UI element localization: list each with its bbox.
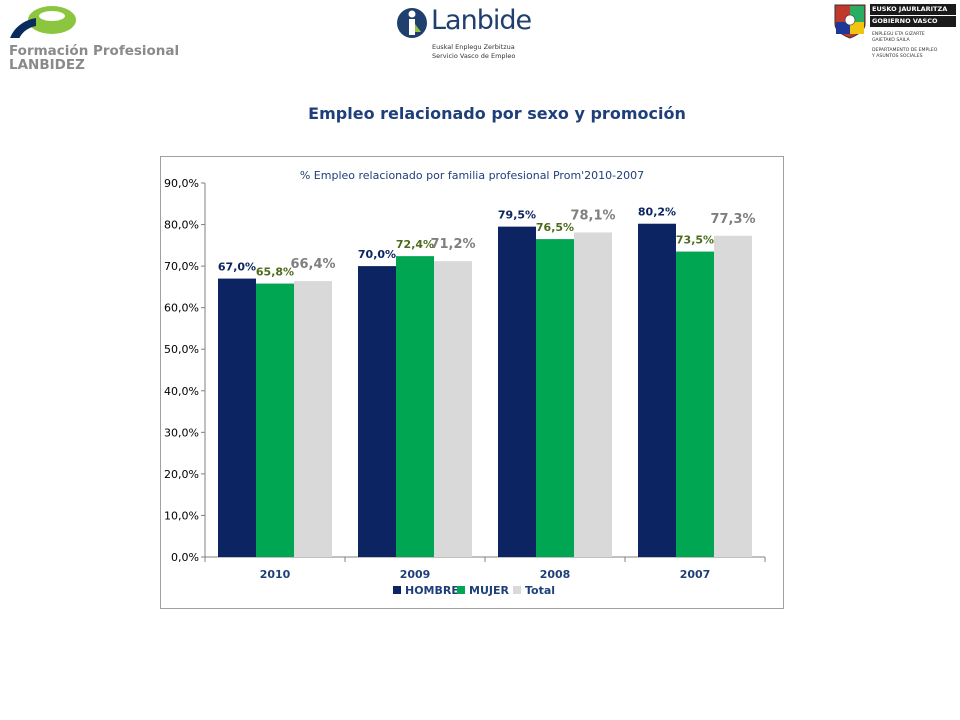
data-label: 80,2% [638, 206, 676, 219]
legend-swatch [457, 586, 465, 594]
x-category-label: 2008 [540, 568, 571, 581]
legend-label: Total [525, 584, 555, 597]
x-category-label: 2009 [400, 568, 431, 581]
gv-dept-line3: DEPARTAMENTO DE EMPLEO [872, 48, 938, 53]
data-label: 72,4% [396, 238, 434, 251]
gobierno-vasco-logo: EUSKO JAURLARITZA GOBIERNO VASCO ENPLEGU… [832, 2, 958, 68]
bar-mujer [536, 239, 574, 557]
y-tick-label: 40,0% [164, 385, 199, 398]
page-title: Empleo relacionado por sexo y promoción [308, 104, 686, 123]
data-label: 73,5% [676, 234, 714, 247]
lanbide-mark-icon [397, 8, 427, 38]
y-tick-label: 30,0% [164, 426, 199, 439]
gv-dept-line1: ENPLEGU ETA GIZARTE [872, 32, 925, 37]
legend-label: HOMBRE [405, 584, 459, 597]
data-label: 67,0% [218, 261, 256, 274]
lanbide-subtitle-eu: Euskal Enplegu Zerbitzua [432, 43, 515, 51]
data-label: 65,8% [256, 266, 294, 279]
y-tick-label: 70,0% [164, 260, 199, 273]
bar-hombre [498, 226, 536, 557]
lanbide-subtitle-es: Servicio Vasco de Empleo [432, 52, 516, 60]
formacion-profesional-logo: Formación Profesional LANBIDEZ [6, 2, 180, 73]
fp-logo-line1: Formación Profesional [9, 43, 180, 59]
x-category-label: 2010 [260, 568, 291, 581]
lanbide-name: Lanbide [431, 5, 532, 36]
bar-chart: % Empleo relacionado por familia profesi… [164, 169, 766, 597]
lanbide-logo: Lanbide Euskal Enplegu Zerbitzua Servici… [396, 5, 536, 64]
bar-hombre [218, 278, 256, 557]
chart-frame: % Empleo relacionado por familia profesi… [160, 156, 784, 609]
gv-dept-line4: Y ASUNTOS SOCIALES [872, 54, 923, 59]
data-label: 77,3% [710, 212, 755, 227]
y-tick-label: 10,0% [164, 509, 199, 522]
coat-of-arms-icon [834, 4, 866, 39]
gv-dept-line2: GAIETAKO SAILA [872, 38, 910, 43]
data-label: 70,0% [358, 248, 396, 261]
y-tick-label: 80,0% [164, 219, 199, 232]
bar-hombre [638, 223, 676, 558]
bar-mujer [396, 256, 434, 557]
chart-title: % Empleo relacionado por familia profesi… [300, 169, 644, 182]
y-tick-label: 20,0% [164, 468, 199, 481]
fp-logo-mark-icon [9, 6, 94, 42]
y-tick-label: 0,0% [171, 551, 199, 564]
data-label: 78,1% [570, 208, 615, 223]
gv-box-line1: EUSKO JAURLARITZA [870, 4, 956, 15]
y-tick-label: 90,0% [164, 177, 199, 190]
legend-swatch [393, 586, 401, 594]
data-label: 71,2% [430, 237, 475, 252]
y-tick-label: 60,0% [164, 302, 199, 315]
bar-total [714, 235, 752, 557]
bar-hombre [358, 266, 396, 557]
legend-label: MUJER [469, 584, 509, 597]
gv-box-line2: GOBIERNO VASCO [870, 16, 956, 27]
bar-total [294, 281, 332, 557]
data-label: 76,5% [536, 221, 574, 234]
y-tick-label: 50,0% [164, 343, 199, 356]
data-label: 66,4% [290, 257, 335, 272]
bar-total [434, 261, 472, 557]
x-category-label: 2007 [680, 568, 711, 581]
bar-mujer [256, 283, 294, 557]
bar-total [574, 232, 612, 557]
bar-mujer [676, 251, 714, 558]
fp-logo-line2: LANBIDEZ [9, 57, 85, 73]
legend-swatch [513, 586, 521, 594]
data-label: 79,5% [498, 209, 536, 222]
